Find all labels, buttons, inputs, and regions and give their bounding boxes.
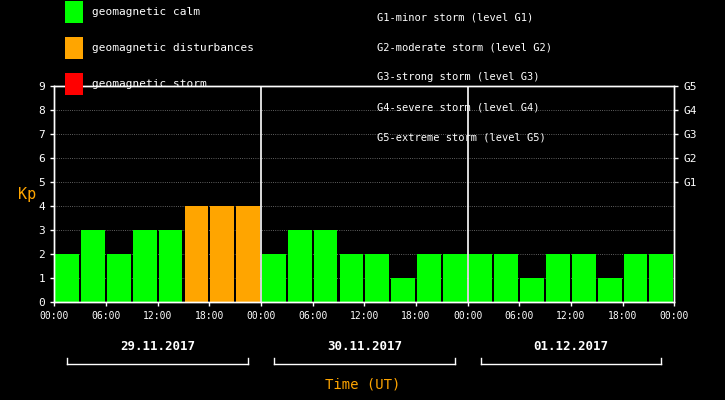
Text: G3-strong storm (level G3): G3-strong storm (level G3) bbox=[377, 72, 539, 82]
Bar bbox=[185, 206, 208, 302]
Bar bbox=[392, 278, 415, 302]
Bar bbox=[133, 230, 157, 302]
Bar bbox=[598, 278, 621, 302]
Bar bbox=[262, 254, 286, 302]
Text: G5-extreme storm (level G5): G5-extreme storm (level G5) bbox=[377, 132, 546, 142]
Text: geomagnetic disturbances: geomagnetic disturbances bbox=[92, 43, 254, 53]
Text: geomagnetic storm: geomagnetic storm bbox=[92, 79, 207, 89]
Text: G2-moderate storm (level G2): G2-moderate storm (level G2) bbox=[377, 42, 552, 52]
Bar bbox=[236, 206, 260, 302]
Text: 29.11.2017: 29.11.2017 bbox=[120, 340, 195, 352]
Bar bbox=[107, 254, 130, 302]
Bar bbox=[314, 230, 337, 302]
Text: geomagnetic calm: geomagnetic calm bbox=[92, 7, 200, 17]
Bar bbox=[546, 254, 570, 302]
Bar bbox=[81, 230, 105, 302]
Bar bbox=[624, 254, 647, 302]
Text: G4-severe storm (level G4): G4-severe storm (level G4) bbox=[377, 102, 539, 112]
Bar bbox=[55, 254, 79, 302]
Bar bbox=[650, 254, 674, 302]
Text: G1-minor storm (level G1): G1-minor storm (level G1) bbox=[377, 12, 534, 22]
Bar bbox=[468, 254, 492, 302]
Bar bbox=[521, 278, 544, 302]
Bar bbox=[159, 230, 183, 302]
Y-axis label: Kp: Kp bbox=[18, 186, 36, 202]
Text: 01.12.2017: 01.12.2017 bbox=[534, 340, 608, 352]
Bar bbox=[365, 254, 389, 302]
Bar bbox=[494, 254, 518, 302]
Bar bbox=[210, 206, 234, 302]
Bar bbox=[443, 254, 467, 302]
Bar bbox=[339, 254, 363, 302]
Text: Time (UT): Time (UT) bbox=[325, 378, 400, 392]
Bar bbox=[572, 254, 596, 302]
Text: 30.11.2017: 30.11.2017 bbox=[327, 340, 402, 352]
Bar bbox=[288, 230, 312, 302]
Bar bbox=[417, 254, 441, 302]
